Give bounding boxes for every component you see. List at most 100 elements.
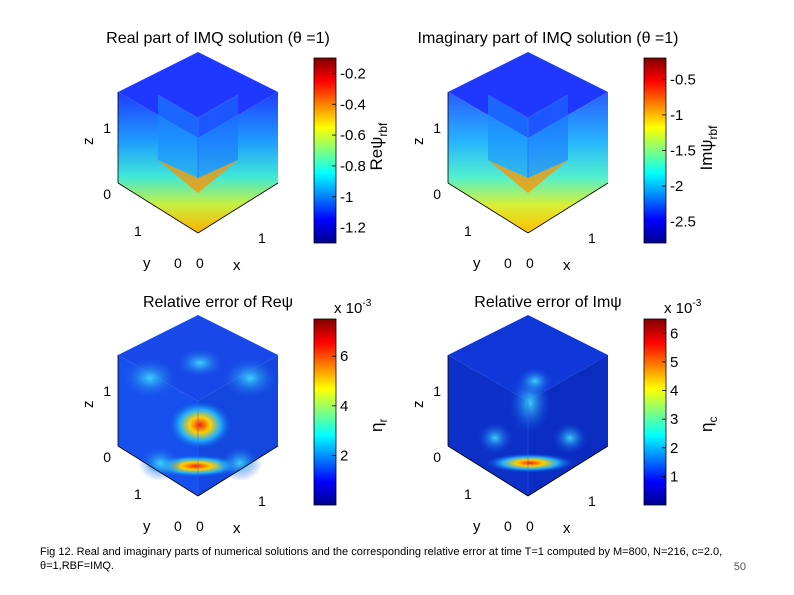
y-tick-label: 1 xyxy=(134,223,142,239)
x-tick-label: 1 xyxy=(588,493,596,509)
x-tick-label: 0 xyxy=(196,255,204,271)
y-tick-label: 0 xyxy=(174,255,182,271)
z-tick-label: 1 xyxy=(103,120,111,136)
error-hotspot xyxy=(174,347,226,379)
x-axis-line xyxy=(527,445,609,497)
y-axis-line xyxy=(447,445,529,497)
y-axis-label: y xyxy=(143,255,151,272)
y-axis-line xyxy=(117,445,199,497)
cube-inner-face xyxy=(158,95,198,178)
error-hotspot xyxy=(552,422,588,454)
colorbar-tick-label: 2 xyxy=(340,447,348,464)
error-hotspot xyxy=(517,367,553,395)
colorbar xyxy=(643,318,667,506)
cube-top-face xyxy=(118,52,278,138)
colorbar-exponent: x 10-3 xyxy=(334,298,372,317)
colorbar-tick-label: -2 xyxy=(670,178,683,195)
chart-title: Real part of IMQ solution (θ =1) xyxy=(106,30,330,47)
error-hotspot xyxy=(484,453,576,473)
y-tick-label: 0 xyxy=(504,518,512,534)
error-hotspot xyxy=(138,445,182,481)
chart-title: Relative error of Reψ xyxy=(143,294,293,311)
figure-caption: Fig 12. Real and imaginary parts of nume… xyxy=(40,546,723,572)
z-tick-label: 1 xyxy=(433,383,441,399)
z-tick-label: 0 xyxy=(433,449,441,465)
x-axis-line xyxy=(197,445,279,497)
z-axis-label: z xyxy=(410,401,427,409)
x-axis-line xyxy=(527,182,609,234)
x-axis-label: x xyxy=(563,520,571,537)
colorbar-tick-label: 6 xyxy=(340,348,348,365)
error-hotspot xyxy=(477,422,513,454)
error-hotspot xyxy=(166,399,234,451)
cube-top-face xyxy=(448,52,608,138)
colorbar-tick-label: -1 xyxy=(670,107,683,124)
error-hotspot xyxy=(218,445,262,481)
colorbar-tick-label: -1 xyxy=(340,189,353,206)
z-axis-label: z xyxy=(410,138,427,146)
x-tick-label: 1 xyxy=(588,230,596,246)
y-axis-line xyxy=(447,182,529,234)
colorbar-tick-label: -0.8 xyxy=(340,158,366,175)
page-number: 50 xyxy=(733,561,746,573)
colorbar-tick-label: -0.2 xyxy=(340,65,366,82)
z-tick-label: 0 xyxy=(433,186,441,202)
colorbar-tick-label: -0.5 xyxy=(670,71,696,88)
x-axis-line xyxy=(197,182,279,234)
colorbar-label: ηc xyxy=(697,417,720,432)
cube-top-face xyxy=(448,315,608,401)
y-axis-label: y xyxy=(143,518,151,535)
colorbar-label: ηr xyxy=(367,419,390,432)
colorbar xyxy=(313,318,337,506)
y-axis-label: y xyxy=(473,518,481,535)
colorbar-tick-label: -1.2 xyxy=(340,220,366,237)
x-axis-label: x xyxy=(563,257,571,274)
error-hotspot xyxy=(220,356,280,400)
colorbar-tick-label: 2 xyxy=(670,440,678,457)
y-tick-label: 1 xyxy=(464,486,472,502)
x-tick-label: 0 xyxy=(526,255,534,271)
z-tick-label: 0 xyxy=(103,449,111,465)
cube-inner-face xyxy=(198,95,238,178)
y-tick-label: 1 xyxy=(464,223,472,239)
colorbar-tick-label: -2.5 xyxy=(670,214,696,231)
colorbar-tick-label: -0.6 xyxy=(340,127,366,144)
cube-inner-face xyxy=(528,95,568,178)
chart-title: Imaginary part of IMQ solution (θ =1) xyxy=(418,30,679,47)
z-tick-label: 0 xyxy=(103,186,111,202)
colorbar xyxy=(313,57,337,244)
chart-title: Relative error of Imψ xyxy=(474,294,621,311)
colorbar-label: Reψrbf xyxy=(367,122,390,171)
y-tick-label: 0 xyxy=(174,518,182,534)
x-tick-label: 0 xyxy=(196,518,204,534)
z-tick-label: 1 xyxy=(433,120,441,136)
colorbar-tick-label: 4 xyxy=(670,383,678,400)
colorbar-tick-label: 1 xyxy=(670,468,678,485)
y-tick-label: 0 xyxy=(504,255,512,271)
z-axis-label: z xyxy=(80,138,97,146)
cube-inner-floor xyxy=(158,160,238,193)
x-tick-label: 1 xyxy=(258,230,266,246)
chart-panel-2: Imaginary part of IMQ solution (θ =1)01z… xyxy=(410,30,720,274)
z-axis-label: z xyxy=(80,401,97,409)
x-axis-label: x xyxy=(233,520,241,537)
x-tick-label: 0 xyxy=(526,518,534,534)
x-axis-label: x xyxy=(233,257,241,274)
colorbar-tick-label: -1.5 xyxy=(670,143,696,160)
colorbar-exponent: x 10-3 xyxy=(664,298,702,317)
colorbar-tick-label: 4 xyxy=(340,398,348,415)
colorbar-tick-label: -0.4 xyxy=(340,96,366,113)
cube-inner-face xyxy=(488,95,528,178)
z-tick-label: 1 xyxy=(103,383,111,399)
colorbar-label: Imψrbf xyxy=(697,125,720,171)
y-tick-label: 1 xyxy=(134,486,142,502)
colorbar-tick-label: 3 xyxy=(670,411,678,428)
y-axis-label: y xyxy=(473,255,481,272)
colorbar-tick-label: 5 xyxy=(670,354,678,371)
colorbar-tick-label: 6 xyxy=(670,325,678,342)
cube-inner-floor xyxy=(488,160,568,193)
